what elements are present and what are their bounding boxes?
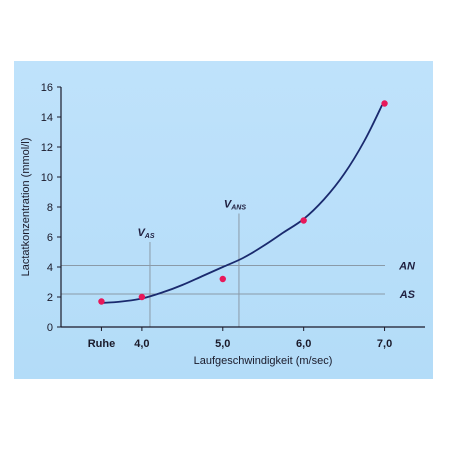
x-tick-label: 6,0 [296, 338, 311, 350]
x-axis-title: Laufgeschwindigkeit (m/sec) [194, 355, 333, 367]
data-point [381, 100, 388, 107]
y-tick-label: 4 [47, 262, 53, 274]
data-point [219, 275, 226, 283]
reference-label-an: AN [398, 261, 416, 273]
y-tick-label: 2 [47, 292, 53, 304]
lactate-chart: AN AS VAS VANS 0 2 4 6 8 10 12 14 16 Ruhe 4,0 5,0 6,0 7,0… [20, 82, 425, 367]
x-tick-label: 4,0 [134, 338, 149, 350]
reference-label-as: AS [399, 289, 416, 301]
y-tick-label: 8 [47, 202, 53, 214]
y-tick-label: 6 [47, 232, 53, 244]
y-tick-label: 14 [41, 112, 53, 124]
data-point [138, 293, 146, 301]
fit-curve [101, 104, 383, 304]
y-tick-label: 12 [41, 142, 53, 154]
reference-label-v-ans: VANS [224, 199, 246, 212]
y-tick-label: 10 [41, 172, 53, 184]
data-point [300, 217, 307, 224]
x-tick-label: 5,0 [215, 338, 230, 350]
data-point [98, 298, 105, 305]
x-tick-label: Ruhe [88, 338, 116, 350]
reference-label-v-as: VAS [137, 227, 154, 240]
y-axis-title: Lactatkonzentration (mmol/l) [20, 138, 32, 277]
chart-panel: AN AS VAS VANS 0 2 4 6 8 10 12 14 16 Ruhe 4,0 5,0 6,0 7,0… [14, 61, 433, 379]
x-tick-label: 7,0 [377, 338, 392, 350]
y-tick-label: 16 [41, 82, 53, 94]
y-tick-label: 0 [47, 322, 53, 334]
